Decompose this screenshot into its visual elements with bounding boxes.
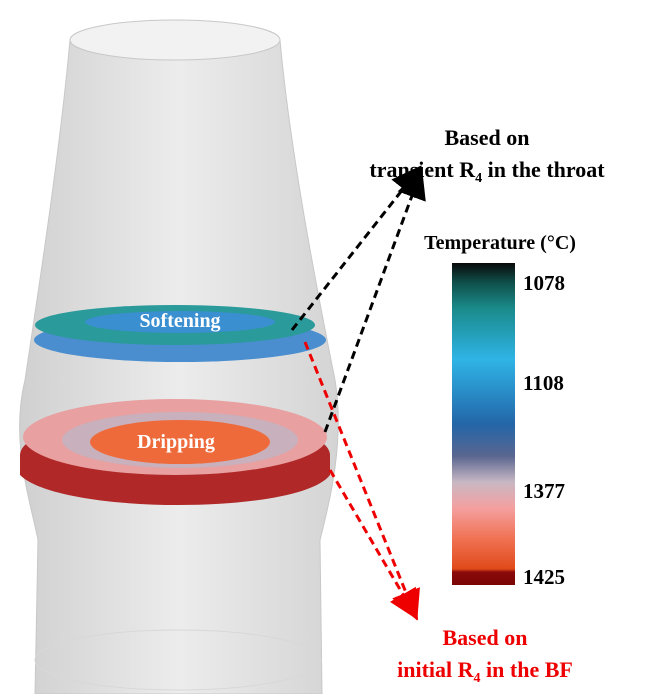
colorbar-title: Temperature (°C) — [424, 232, 576, 254]
annotation: initial R4 in the BF — [397, 657, 573, 686]
arrow — [330, 470, 415, 615]
arrow — [292, 170, 418, 330]
furnace-top — [70, 20, 280, 60]
softening-label: Softening — [139, 310, 220, 332]
annotation-part: transient R — [369, 157, 476, 182]
colorbar — [452, 263, 515, 585]
arrow — [325, 174, 420, 432]
annotation: transient R4 in the throat — [369, 157, 605, 186]
colorbar-label: 1377 — [523, 479, 565, 503]
subscript: 4 — [474, 671, 481, 686]
colorbar-label: 1078 — [523, 271, 565, 295]
annotation-part: in the throat — [482, 157, 605, 182]
annotation: Based on — [445, 125, 530, 150]
annotation-part: in the BF — [481, 657, 573, 682]
subscript: 4 — [475, 171, 482, 186]
page: Softening Dripping Based on transient R4… — [0, 0, 647, 694]
dripping-label: Dripping — [137, 431, 215, 453]
colorbar-label: 1425 — [523, 565, 565, 589]
annotation-part: initial R — [397, 657, 475, 682]
furnace-body — [20, 40, 339, 694]
figure: Softening Dripping Based on transient R4… — [0, 0, 647, 694]
colorbar-label: 1108 — [523, 371, 564, 395]
annotation: Based on — [443, 625, 528, 650]
